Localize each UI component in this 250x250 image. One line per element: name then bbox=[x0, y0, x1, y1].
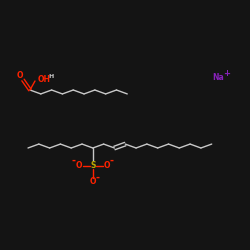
Text: Na: Na bbox=[212, 74, 224, 82]
Text: O: O bbox=[90, 178, 96, 186]
Text: -: - bbox=[96, 173, 100, 183]
Text: O: O bbox=[17, 72, 23, 80]
Text: H: H bbox=[48, 74, 54, 78]
Text: +: + bbox=[224, 70, 230, 78]
Text: O: O bbox=[104, 160, 110, 170]
Text: -: - bbox=[72, 156, 76, 166]
Text: -: - bbox=[110, 156, 114, 166]
Text: S: S bbox=[90, 162, 96, 170]
Text: O: O bbox=[76, 160, 82, 170]
Text: OH: OH bbox=[38, 76, 51, 84]
